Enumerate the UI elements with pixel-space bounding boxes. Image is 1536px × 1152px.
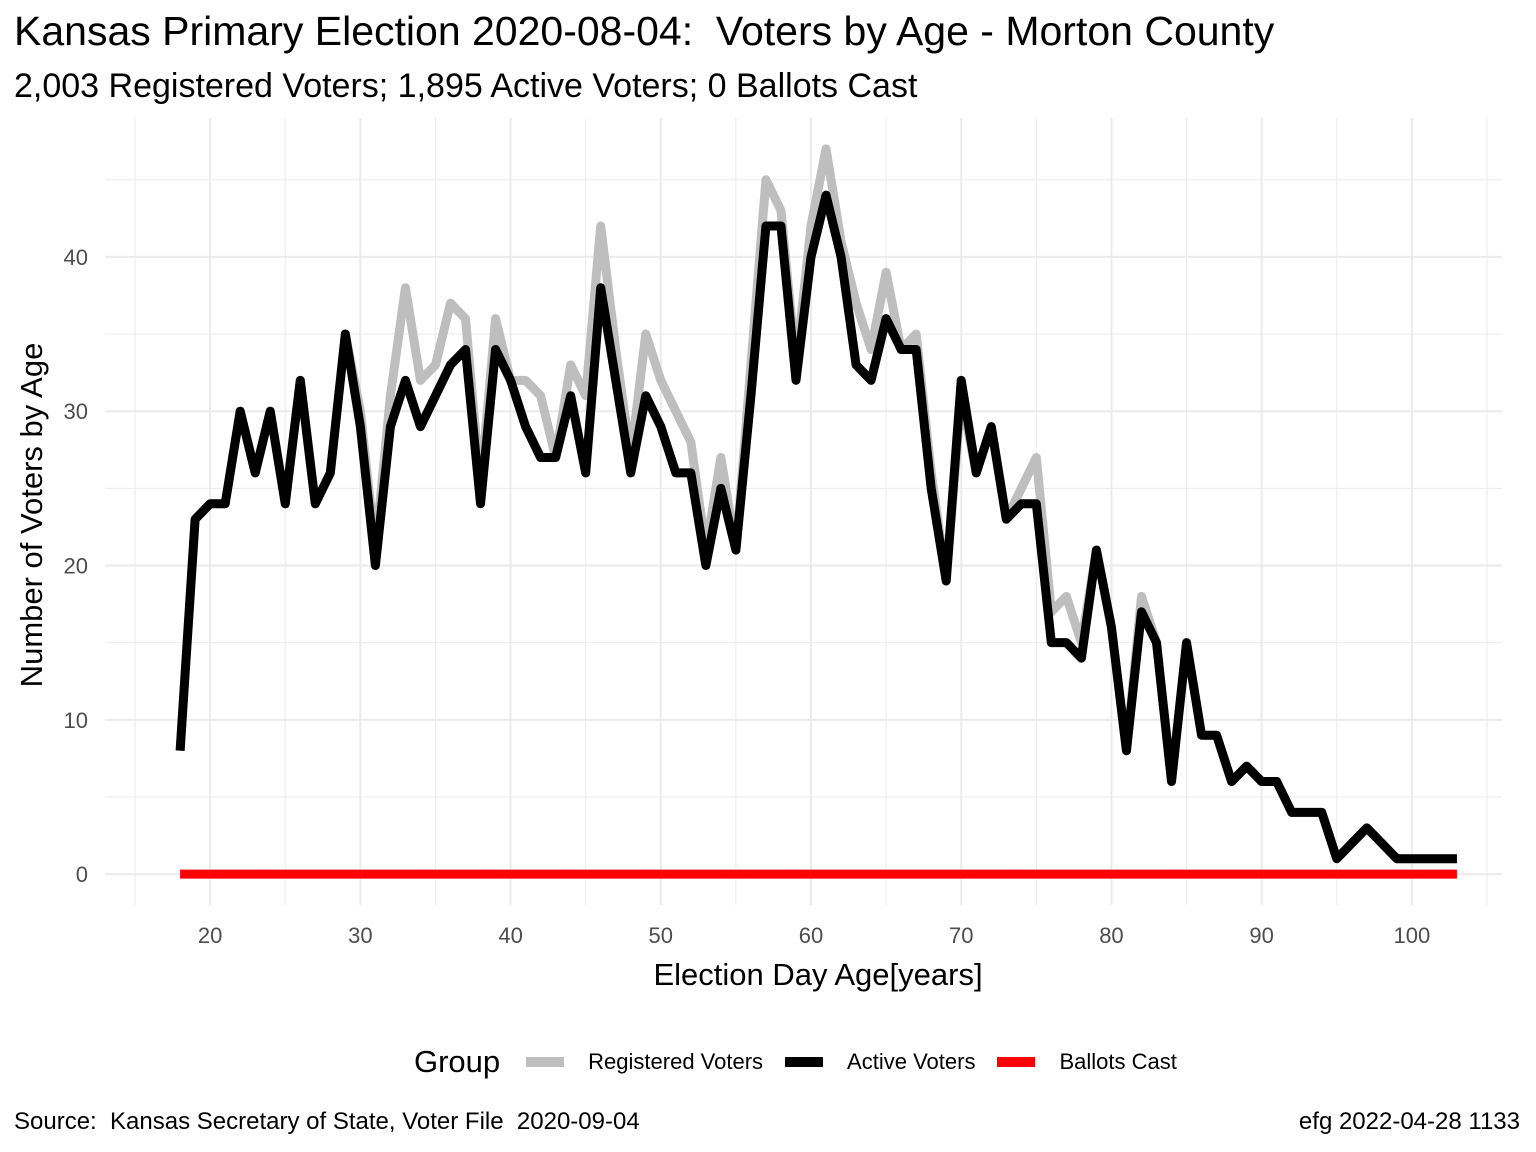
x-tick-label: 60 [799,923,823,948]
x-tick-label: 80 [1099,923,1123,948]
y-tick-label: 0 [76,862,88,887]
legend-title: Group [414,1044,501,1079]
source-caption: Source: Kansas Secretary of State, Voter… [14,1108,640,1135]
x-tick-label: 30 [348,923,372,948]
x-tick-label: 20 [198,923,222,948]
legend-key-ballots [997,1057,1036,1067]
line-chart: 20 30 40 50 60 70 80 90 100 0 10 20 30 40 Election D… [14,118,1502,992]
x-axis-title: Election Day Age[years] [653,957,982,992]
y-tick-label: 40 [64,245,88,270]
y-tick-label: 10 [64,708,88,733]
y-axis-title: Number of Voters by Age [14,343,49,688]
chart-subtitle: 2,003 Registered Voters; 1,895 Active Vo… [14,67,918,105]
legend-item-registered: Registered Voters [526,1049,763,1075]
legend: Group Registered Voters Active Voters Ba… [0,1036,1536,1088]
x-tick-labels: 20 30 40 50 60 70 80 90 100 [198,923,1430,948]
x-tick-label: 90 [1249,923,1273,948]
legend-key-registered [526,1057,565,1067]
series-layer [175,144,1457,879]
y-tick-label: 30 [64,399,88,424]
major-gridlines [105,118,1502,905]
y-tick-label: 20 [64,554,88,579]
minor-gridlines [105,118,1502,905]
chart-title: Kansas Primary Election 2020-08-04: Vote… [14,8,1275,54]
series-line-act [175,190,1457,864]
x-tick-label: 100 [1394,923,1431,948]
credit-caption: efg 2022-04-28 1133 [1298,1108,1520,1135]
legend-key-active [785,1057,824,1067]
x-tick-label: 50 [649,923,673,948]
x-tick-label: 70 [949,923,973,948]
legend-label-registered: Registered Voters [588,1049,764,1074]
y-tick-labels: 0 10 20 30 40 [64,245,88,887]
legend-label-active: Active Voters [847,1049,976,1074]
legend-item-active: Active Voters [785,1049,975,1075]
legend-item-ballots: Ballots Cast [997,1049,1177,1075]
legend-label-ballots: Ballots Cast [1059,1049,1177,1074]
x-tick-label: 40 [498,923,522,948]
